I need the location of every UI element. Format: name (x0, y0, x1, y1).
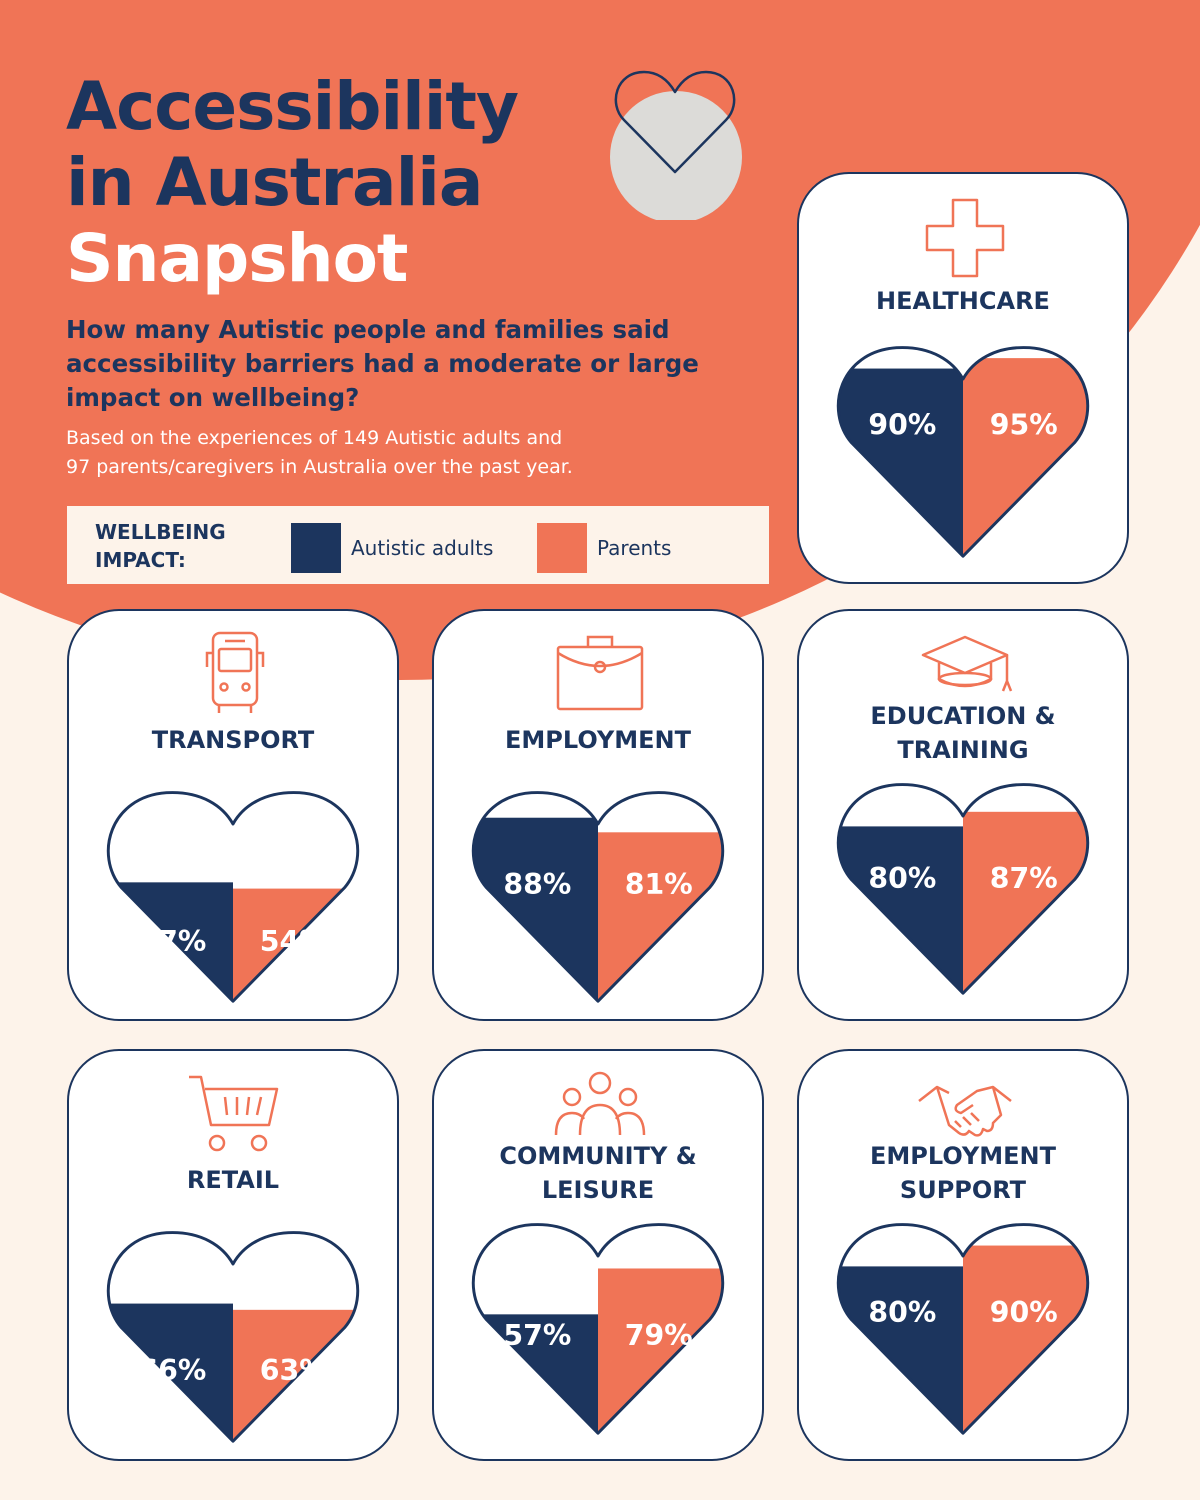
data-label-autistic-adults: 66% (138, 1354, 206, 1387)
card-title-line: HEALTHCARE (876, 287, 1050, 315)
legend-label-autistic-adults: Autistic adults (351, 536, 494, 560)
survey-question: How many Autistic people and families sa… (66, 315, 699, 412)
card-title: HEALTHCARE (799, 284, 1127, 318)
card-title-line: EMPLOYMENT (505, 726, 691, 754)
heart-chart: 57% 54% (106, 791, 360, 1003)
shopping-cart-icon (189, 1075, 279, 1152)
heart-circle-icon (610, 70, 742, 220)
card-title: EDUCATION & TRAINING (799, 699, 1127, 767)
card-title-line: SUPPORT (899, 1176, 1027, 1204)
category-card: EDUCATION & TRAINING 80% 87% (797, 609, 1129, 1021)
graduation-cap-icon (921, 635, 1013, 692)
data-label-parents: 54% (260, 925, 328, 958)
legend-swatch-parents (537, 523, 587, 573)
data-label-parents: 63% (260, 1354, 328, 1387)
card-title-line: EMPLOYMENT (870, 1142, 1056, 1170)
bar-autistic-adults (838, 368, 963, 557)
card-title: EMPLOYMENT SUPPORT (799, 1139, 1127, 1207)
card-title-line: LEISURE (541, 1176, 655, 1204)
basis-line-2: 97 parents/caregivers in Australia over … (66, 456, 573, 478)
category-card: HEALTHCARE 90% 95% (797, 172, 1129, 584)
bar-parents (598, 1268, 723, 1434)
card-title-line: COMMUNITY & (499, 1142, 697, 1170)
basis-line-1: Based on the experiences of 149 Autistic… (66, 427, 563, 449)
card-title-line: TRAINING (897, 736, 1029, 764)
card-title-line: EDUCATION & (870, 702, 1056, 730)
heart-outline (836, 783, 1090, 995)
legend-label-parents: Parents (597, 536, 672, 560)
heart-outline (471, 1223, 725, 1435)
card-title: RETAIL (69, 1163, 397, 1197)
legend-title-line-2: IMPACT: (95, 548, 186, 572)
bar-autistic-adults (473, 817, 598, 1002)
category-card: EMPLOYMENT 88% 81% (432, 609, 764, 1021)
data-label-autistic-adults: 80% (868, 862, 936, 895)
card-title-line: RETAIL (186, 1166, 280, 1194)
data-label-parents: 90% (990, 1296, 1058, 1329)
data-label-autistic-adults: 88% (503, 868, 571, 901)
heart-chart: 88% 81% (471, 791, 725, 1003)
data-label-parents: 87% (990, 862, 1058, 895)
card-title: COMMUNITY & LEISURE (434, 1139, 762, 1207)
legend-swatch-autistic-adults (291, 523, 341, 573)
category-card: EMPLOYMENT SUPPORT 80% 90% (797, 1049, 1129, 1461)
category-card: TRANSPORT 57% 54% (67, 609, 399, 1021)
legend-title: WELLBEING IMPACT: (95, 518, 265, 574)
heart-outline (471, 791, 725, 1003)
heart-outline (106, 1231, 360, 1443)
card-title: EMPLOYMENT (434, 723, 762, 757)
bar-parents (963, 811, 1088, 994)
bus-icon (205, 631, 265, 713)
heart-chart: 80% 90% (836, 1223, 1090, 1435)
category-card: RETAIL 66% 63% (67, 1049, 399, 1461)
data-label-autistic-adults: 80% (868, 1296, 936, 1329)
title-line-3: Snapshot (66, 220, 408, 297)
heart-outline (836, 1223, 1090, 1435)
title-line-2: in Australia (66, 144, 483, 221)
data-label-parents: 81% (625, 868, 693, 901)
category-card: COMMUNITY & LEISURE 57% 79% (432, 1049, 764, 1461)
handshake-icon (918, 1085, 1012, 1137)
data-label-autistic-adults: 90% (868, 408, 936, 441)
survey-basis: Based on the experiences of 149 Autistic… (66, 424, 706, 482)
heart-outline (106, 791, 360, 1003)
title-line-1: Accessibility (66, 68, 519, 145)
heart-chart: 66% 63% (106, 1231, 360, 1443)
bar-autistic-adults (838, 1266, 963, 1434)
bar-parents (963, 1245, 1088, 1434)
legend: WELLBEING IMPACT: Autistic adults Parent… (67, 506, 769, 584)
data-label-parents: 95% (990, 408, 1058, 441)
bar-autistic-adults (838, 826, 963, 994)
data-label-autistic-adults: 57% (503, 1319, 571, 1352)
card-title: TRANSPORT (69, 723, 397, 757)
heart-chart: 57% 79% (471, 1223, 725, 1435)
card-title-line: TRANSPORT (151, 726, 315, 754)
heart-chart: 90% 95% (836, 346, 1090, 558)
medical-cross-icon (925, 198, 1005, 278)
data-label-parents: 79% (625, 1319, 693, 1352)
data-label-autistic-adults: 57% (138, 925, 206, 958)
briefcase-icon (556, 635, 644, 711)
heart-outline (836, 346, 1090, 558)
people-group-icon (554, 1071, 646, 1136)
legend-title-line-1: WELLBEING (95, 520, 226, 544)
heart-chart: 80% 87% (836, 783, 1090, 995)
bar-parents (598, 832, 723, 1002)
